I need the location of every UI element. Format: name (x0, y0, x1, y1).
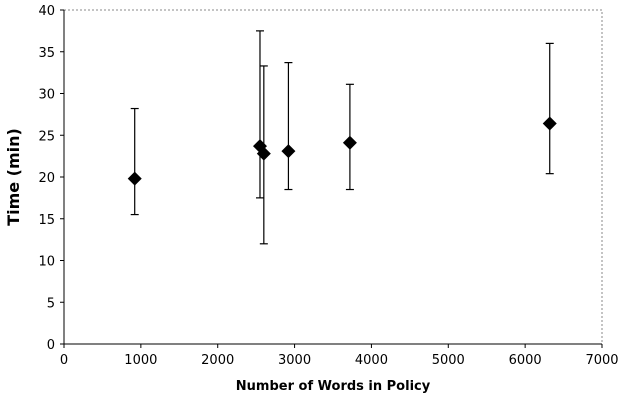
y-tick-label: 40 (38, 4, 55, 19)
y-tick-label: 0 (47, 338, 55, 353)
x-tick-label: 3000 (278, 353, 311, 368)
x-tick-label: 0 (60, 353, 68, 368)
data-point (542, 116, 557, 131)
y-tick-label: 20 (38, 171, 55, 186)
x-axis-ticks: 0 1000 2000 3000 4000 5000 6000 7000 (60, 344, 619, 368)
y-tick-label: 5 (47, 296, 55, 311)
x-tick-label: 5000 (432, 353, 465, 368)
x-tick-label: 2000 (201, 353, 234, 368)
y-tick-label: 25 (38, 129, 55, 144)
y-tick-label: 10 (38, 255, 55, 270)
data-point (342, 135, 357, 150)
y-axis-title: Time (min) (4, 128, 23, 226)
data-point (256, 146, 271, 161)
y-tick-label: 35 (38, 46, 55, 61)
data-point (127, 171, 142, 186)
x-tick-label: 1000 (124, 353, 157, 368)
x-tick-label: 7000 (585, 353, 618, 368)
y-axis-ticks: 0 5 10 15 20 25 30 35 40 (38, 4, 64, 353)
x-tick-label: 6000 (509, 353, 542, 368)
x-axis-title: Number of Words in Policy (236, 379, 431, 394)
plot-area (63, 9, 603, 345)
data-points (127, 116, 557, 186)
data-point (281, 144, 296, 159)
y-tick-label: 30 (38, 88, 55, 103)
y-tick-label: 15 (38, 213, 55, 228)
x-tick-label: 4000 (355, 353, 388, 368)
